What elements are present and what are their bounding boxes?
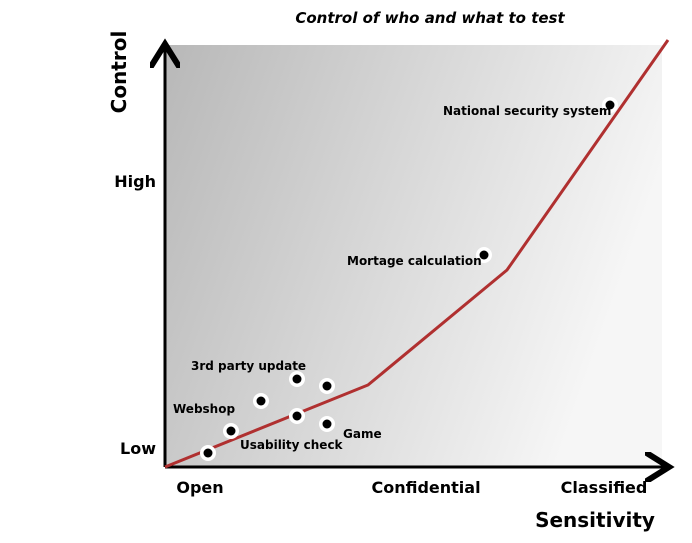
point [602,97,618,113]
annotation: Mortage calculation [347,254,482,268]
annotation: 3rd party update [191,359,306,373]
y-tick-label: High [114,172,156,191]
annotation: National security system [443,104,611,118]
point [253,393,269,409]
annotation: Webshop [173,402,235,416]
title: Control of who and what to test [295,9,565,27]
point [476,247,492,263]
plot-area [165,45,662,467]
point [289,408,305,424]
point [319,416,335,432]
point [319,378,335,394]
annotation: Usability check [240,438,344,452]
x-axis-label: Sensitivity [535,508,655,532]
x-tick-label: Open [176,478,223,497]
x-tick-label: Confidential [371,478,480,497]
y-tick-label: Low [120,439,156,458]
point [200,445,216,461]
points [200,97,618,461]
trend-line [164,39,670,469]
point [223,423,239,439]
y-axis-label: Control [107,31,131,114]
x-tick-label: Classified [561,478,648,497]
point [289,371,305,387]
annotation: Game [343,427,382,441]
